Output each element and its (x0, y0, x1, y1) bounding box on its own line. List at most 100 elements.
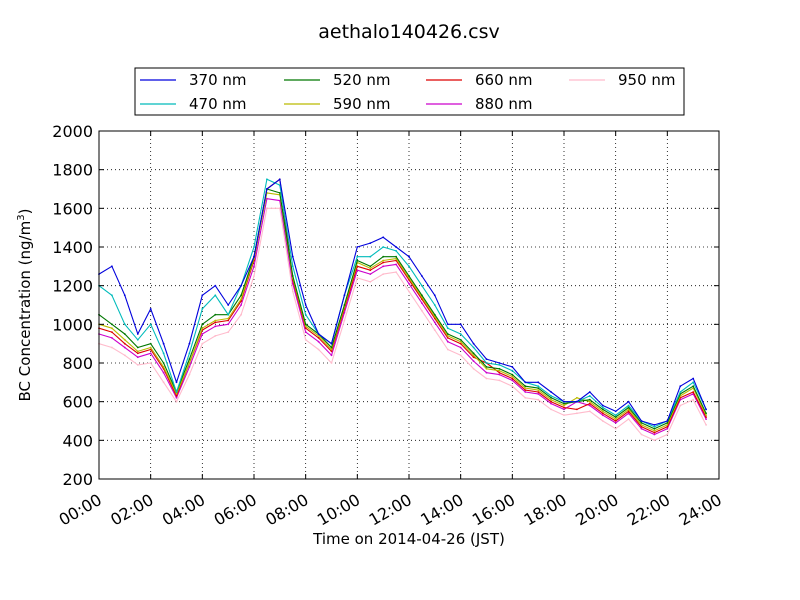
data-point (369, 265, 372, 268)
data-point (498, 364, 501, 366)
data-point (123, 342, 126, 345)
data-point (601, 408, 604, 411)
data-point (627, 404, 630, 407)
data-point (421, 284, 423, 287)
data-point (253, 265, 255, 268)
data-point (123, 323, 126, 326)
data-point (278, 207, 281, 210)
data-point (369, 269, 372, 272)
data-point (227, 319, 230, 322)
y-tick-label: 1600 (52, 199, 93, 218)
data-point (705, 416, 707, 418)
data-point (240, 313, 243, 316)
data-point (330, 354, 333, 357)
data-point (459, 354, 462, 357)
data-point (576, 400, 578, 403)
x-tick-label: 00:00 (56, 490, 105, 530)
x-tick-label: 06:00 (211, 490, 260, 530)
data-point (149, 308, 152, 310)
data-point (472, 360, 475, 362)
y-axis-label-suffix: ) (16, 209, 34, 215)
data-point (614, 410, 617, 413)
data-point (640, 422, 643, 424)
data-point (123, 333, 126, 335)
series-line (98, 198, 707, 436)
data-point (563, 404, 565, 407)
data-point (537, 391, 540, 393)
data-point (136, 352, 139, 355)
y-tick-label: 1200 (52, 277, 93, 296)
data-point (162, 381, 165, 384)
data-point (123, 338, 126, 341)
data-point (511, 373, 514, 376)
data-point (214, 313, 217, 316)
data-point (240, 304, 243, 306)
data-point (111, 294, 113, 297)
data-point (240, 294, 243, 297)
data-point (369, 267, 372, 270)
data-point (317, 333, 320, 335)
data-point (395, 246, 397, 248)
data-point (123, 346, 126, 349)
data-point (304, 304, 307, 306)
data-point (343, 294, 346, 297)
data-point (227, 317, 230, 320)
legend-item: 470 nm (140, 95, 247, 113)
data-point (511, 379, 514, 382)
data-point (524, 387, 527, 389)
data-point (188, 373, 191, 376)
data-point (317, 348, 320, 351)
data-point (446, 333, 449, 335)
data-point (330, 346, 333, 349)
data-point (485, 358, 488, 360)
data-point (459, 323, 462, 326)
data-point (550, 398, 552, 401)
data-point (705, 424, 707, 426)
data-point (601, 414, 604, 417)
data-point (408, 275, 410, 277)
y-tick-label: 400 (62, 431, 93, 450)
data-point (692, 385, 695, 388)
data-point (136, 364, 139, 366)
data-point (576, 396, 578, 399)
data-point (304, 338, 307, 341)
data-point (653, 427, 656, 430)
y-axis-label: BC Concentration (ng/m3) (16, 209, 34, 402)
x-tick-label: 08:00 (262, 490, 311, 530)
x-tick-label: 10:00 (314, 490, 363, 530)
data-point (382, 246, 385, 248)
series-line (98, 178, 707, 426)
data-point (485, 371, 488, 374)
data-point (537, 385, 540, 388)
y-tick-label: 1400 (52, 238, 93, 257)
data-point (472, 346, 475, 349)
data-point (614, 422, 617, 424)
data-point (666, 433, 669, 436)
data-point (550, 400, 552, 403)
data-point (601, 412, 604, 415)
y-tick-label: 800 (62, 354, 93, 373)
data-point (408, 255, 410, 258)
data-point (330, 348, 333, 351)
data-point (369, 255, 372, 258)
data-point (472, 352, 475, 355)
data-point (291, 255, 294, 258)
data-point (356, 269, 359, 272)
data-point (653, 424, 656, 426)
data-point (601, 406, 604, 409)
y-tick-label: 1000 (52, 315, 93, 334)
data-point (330, 342, 333, 345)
data-point (459, 338, 462, 341)
data-point (343, 304, 346, 306)
data-point (692, 377, 695, 380)
data-point (653, 433, 656, 436)
x-tick-label: 16:00 (469, 490, 518, 530)
data-point (640, 425, 643, 428)
data-point (227, 313, 230, 316)
y-tick-label: 200 (62, 470, 93, 489)
data-point (588, 402, 591, 405)
data-point (524, 385, 527, 388)
legend-label: 470 nm (189, 95, 247, 113)
legend-label: 660 nm (475, 71, 533, 89)
